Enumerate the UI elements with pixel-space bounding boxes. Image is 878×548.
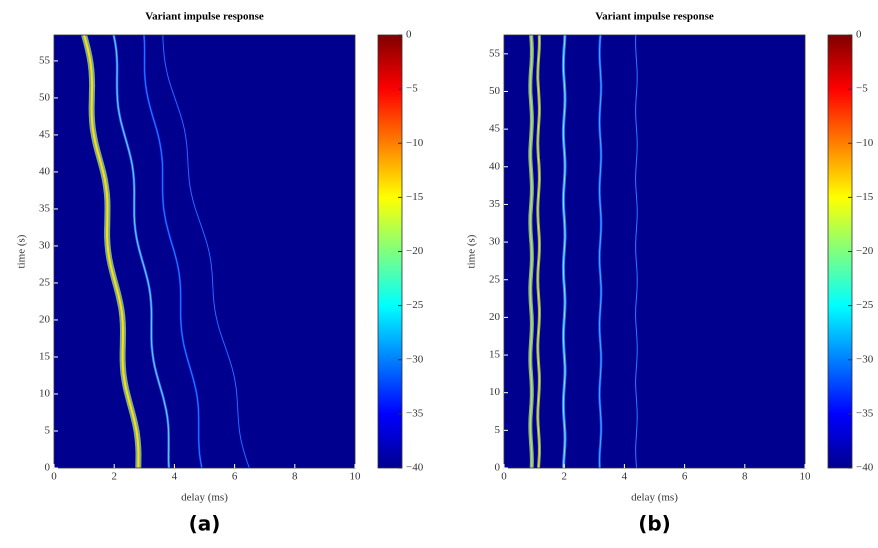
y-tick-label: 15 [39, 351, 51, 363]
y-tick-label: 5 [495, 424, 501, 436]
heatmap-streak-core [635, 34, 638, 469]
colorbar-tick-label: −30 [856, 353, 874, 365]
colorbar-tick-label: −15 [856, 191, 874, 203]
colorbar-tick-label: −10 [406, 137, 424, 149]
subfigure-caption: (a) [189, 512, 221, 536]
y-tick-label: 45 [39, 128, 51, 140]
colorbar-tick-label: −15 [406, 191, 424, 203]
colorbar-tick-label: −30 [406, 353, 424, 365]
x-tick-label: 2 [561, 471, 567, 483]
colorbar-tick-label: −25 [406, 299, 424, 311]
plot-frame [53, 34, 356, 469]
x-axis-label: delay (ms) [181, 492, 228, 504]
y-tick-label: 30 [489, 236, 501, 248]
heatmap-background [504, 35, 805, 468]
x-axis-label: delay (ms) [631, 492, 678, 504]
x-tick-label: 6 [682, 471, 688, 483]
heatmap-streak-core [537, 34, 540, 469]
colorbar-tick-label: −25 [856, 299, 874, 311]
y-tick-label: 10 [39, 388, 51, 400]
heatmap-streak-core [113, 34, 170, 469]
colorbar-tick-label: −5 [406, 83, 418, 95]
y-tick-label: 15 [489, 349, 501, 361]
y-axis-label: time (s) [16, 234, 28, 268]
x-tick-label: 6 [232, 471, 238, 483]
y-tick-label: 10 [489, 386, 501, 398]
y-tick-label: 50 [39, 91, 51, 103]
y-tick-label: 25 [39, 276, 51, 288]
heatmap-streak-core [143, 34, 203, 469]
y-tick-label: 25 [489, 273, 501, 285]
y-tick-label: 0 [45, 462, 51, 474]
heatmap-streak-core [599, 34, 602, 469]
x-tick-label: 10 [350, 471, 362, 483]
plot-frame [503, 34, 806, 469]
heatmap-background [54, 35, 355, 468]
y-tick-label: 50 [489, 85, 501, 97]
x-tick-label: 8 [292, 471, 298, 483]
colorbar-tick-label: −20 [856, 245, 874, 257]
colorbar-tick-label: −20 [406, 245, 424, 257]
y-tick-label: 55 [489, 47, 501, 59]
chart-title: Variant impulse response [595, 11, 714, 23]
y-tick-label: 55 [39, 54, 51, 66]
heatmap-streak-core [83, 34, 140, 469]
colorbar-tick-label: −40 [406, 462, 424, 474]
y-axis-label: time (s) [466, 234, 478, 268]
y-tick-label: 30 [39, 239, 51, 251]
heatmap-streak-core [529, 34, 533, 469]
colorbar-tick-label: −35 [856, 407, 874, 419]
y-tick-label: 20 [489, 311, 501, 323]
subfigure-caption: (b) [638, 512, 671, 536]
colorbar-tick-label: −5 [856, 83, 868, 95]
x-tick-label: 0 [501, 471, 507, 483]
y-tick-label: 20 [39, 313, 51, 325]
colorbar-tick-label: −35 [406, 407, 424, 419]
x-tick-label: 4 [622, 471, 628, 483]
y-tick-label: 35 [489, 198, 501, 210]
heatmap-streak-core [162, 34, 250, 469]
x-tick-label: 8 [742, 471, 748, 483]
chart-title: Variant impulse response [145, 11, 264, 23]
y-tick-label: 40 [39, 165, 51, 177]
x-tick-label: 2 [111, 471, 117, 483]
y-tick-label: 40 [489, 160, 501, 172]
x-tick-label: 10 [800, 471, 812, 483]
colorbar-tick-label: 0 [406, 29, 412, 41]
heatmap-streak-core [562, 34, 566, 469]
colorbar-tick-label: −10 [856, 137, 874, 149]
x-tick-label: 4 [172, 471, 178, 483]
colorbar-tick-label: 0 [856, 29, 862, 41]
y-tick-label: 35 [39, 202, 51, 214]
y-tick-label: 5 [45, 425, 51, 437]
colorbar-tick-label: −40 [856, 462, 874, 474]
x-tick-label: 0 [51, 471, 57, 483]
y-tick-label: 0 [495, 462, 501, 474]
y-tick-label: 45 [489, 123, 501, 135]
